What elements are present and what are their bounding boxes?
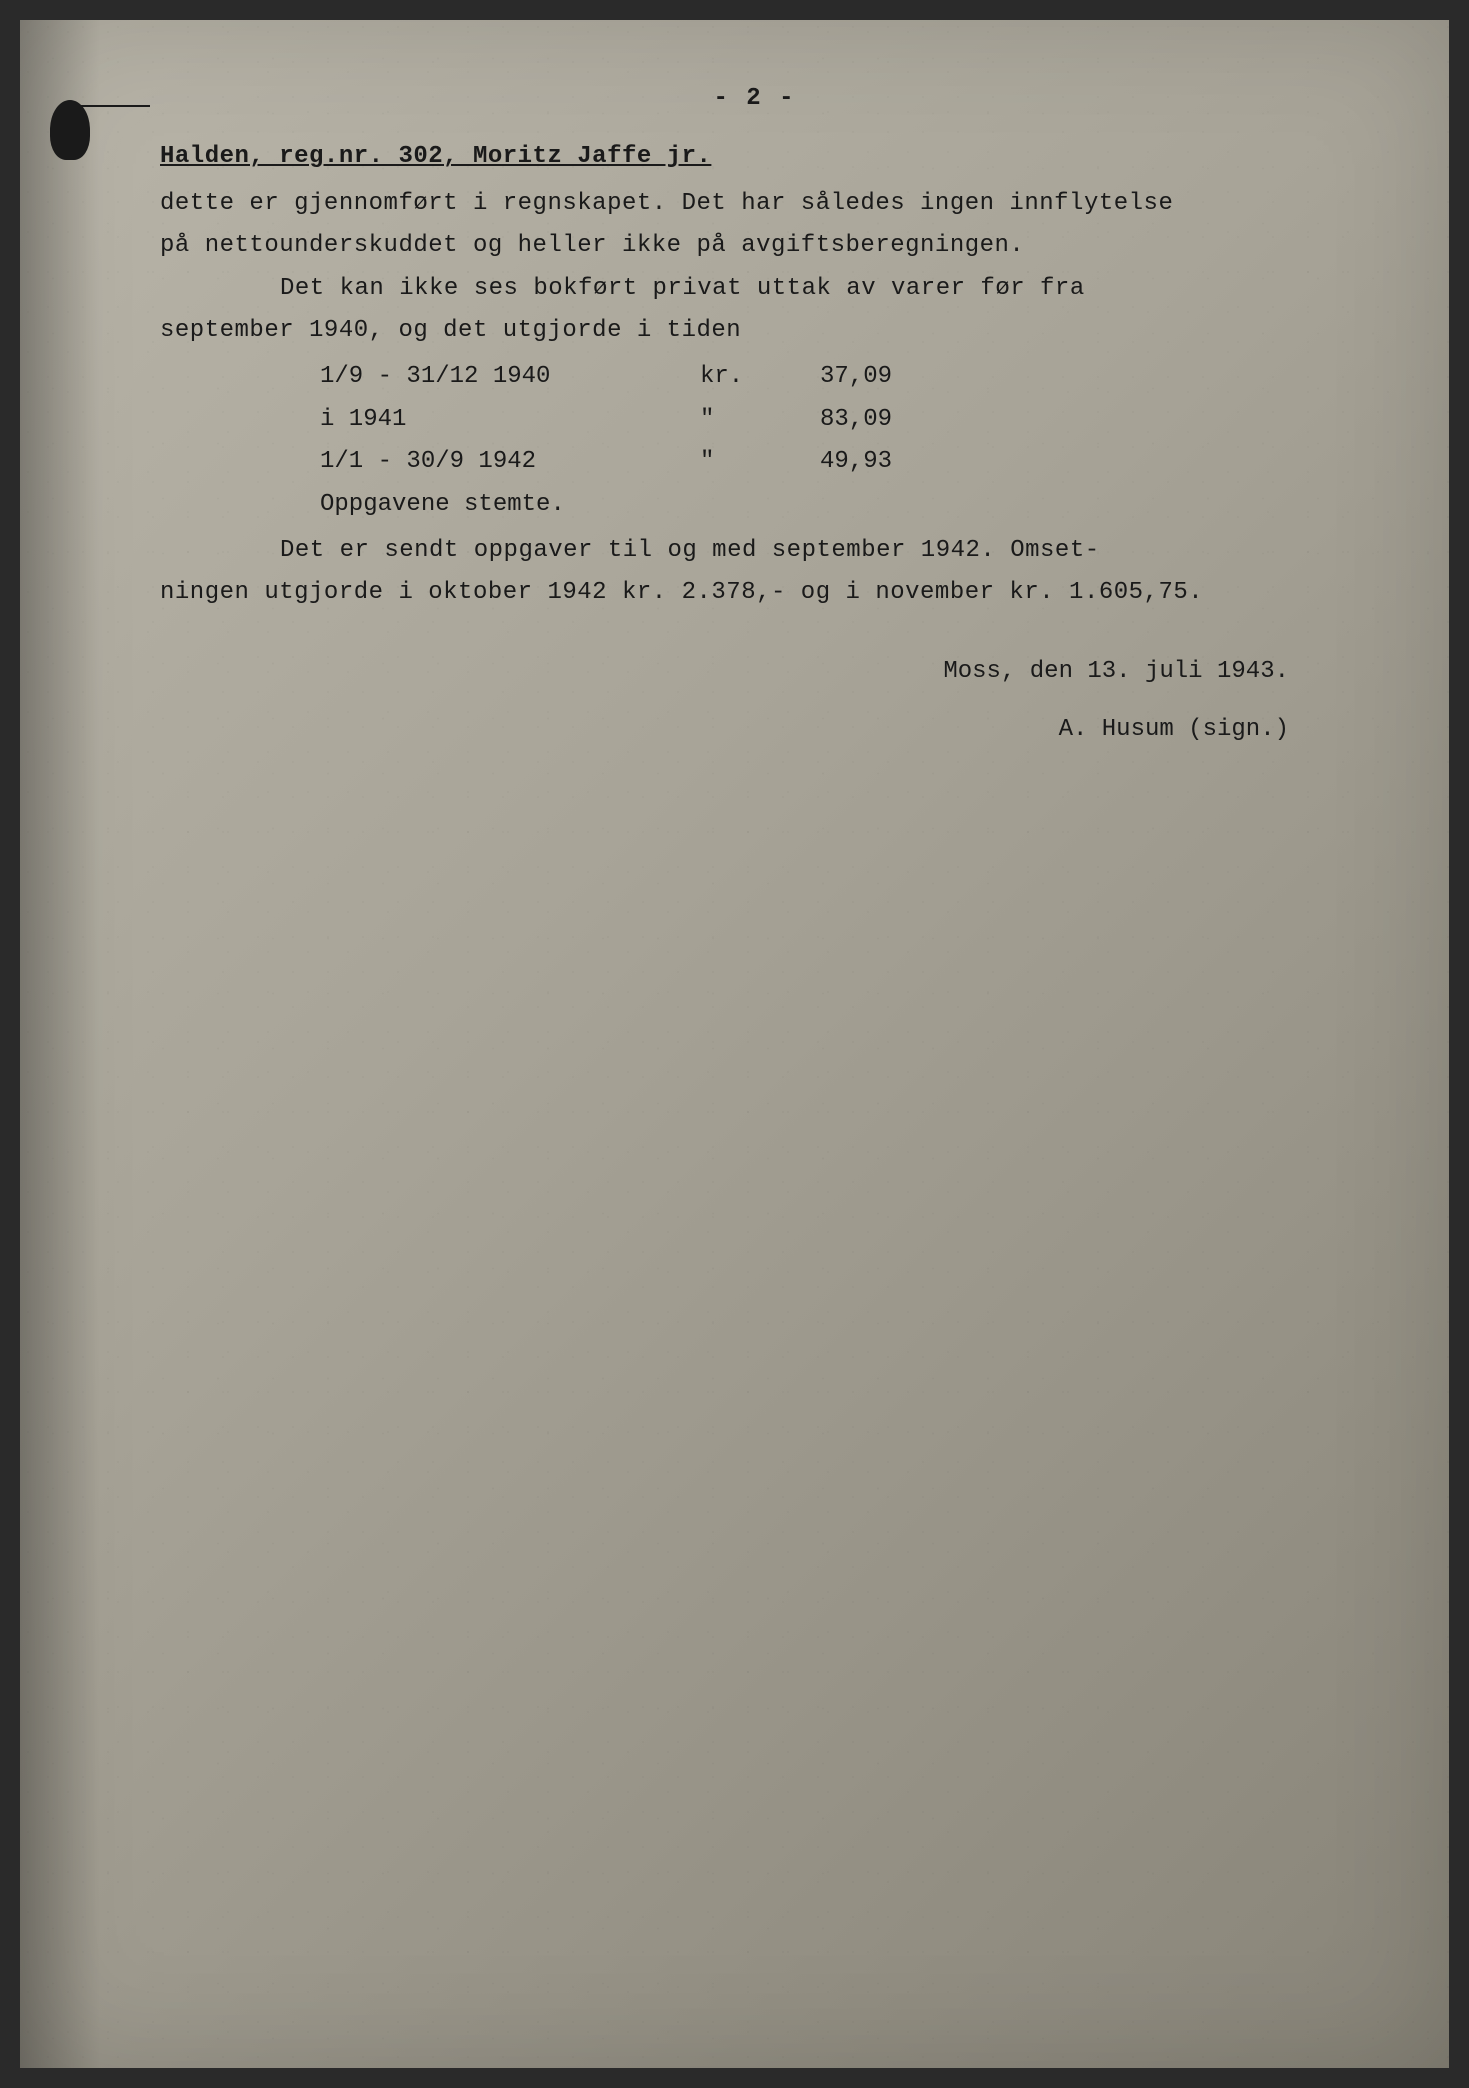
- signature-name: A. Husum (sign.): [160, 711, 1289, 749]
- unit-cell: ": [700, 443, 820, 481]
- table-footer: Oppgavene stemte.: [320, 486, 1349, 524]
- document-page: - 2 - Halden, reg.nr. 302, Moritz Jaffe …: [20, 20, 1449, 2068]
- period-cell: 1/1 - 30/9 1942: [320, 443, 700, 481]
- signature-date: Moss, den 13. juli 1943.: [160, 653, 1289, 691]
- table-row: 1/9 - 31/12 1940 kr. 37,09: [320, 358, 1349, 396]
- binding-line: [70, 105, 150, 107]
- page-number: - 2 -: [160, 80, 1349, 118]
- document-header: Halden, reg.nr. 302, Moritz Jaffe jr.: [160, 138, 1349, 176]
- paragraph-1-line-2: på nettounderskuddet og heller ikke på a…: [160, 227, 1349, 265]
- value-cell: 49,93: [820, 443, 960, 481]
- paragraph-1-line-1: dette er gjennomført i regnskapet. Det h…: [160, 185, 1349, 223]
- period-cell: i 1941: [320, 401, 700, 439]
- value-cell: 37,09: [820, 358, 960, 396]
- unit-cell: ": [700, 401, 820, 439]
- table-row: 1/1 - 30/9 1942 " 49,93: [320, 443, 1349, 481]
- amounts-table: 1/9 - 31/12 1940 kr. 37,09 i 1941 " 83,0…: [320, 358, 1349, 524]
- value-cell: 83,09: [820, 401, 960, 439]
- period-cell: 1/9 - 31/12 1940: [320, 358, 700, 396]
- paragraph-3-line-1: Det er sendt oppgaver til og med septemb…: [160, 532, 1349, 570]
- signature-block: Moss, den 13. juli 1943. A. Husum (sign.…: [160, 653, 1349, 750]
- table-row: i 1941 " 83,09: [320, 401, 1349, 439]
- paragraph-2-line-1: Det kan ikke ses bokført privat uttak av…: [160, 270, 1349, 308]
- paragraph-3-line-2: ningen utgjorde i oktober 1942 kr. 2.378…: [160, 574, 1349, 612]
- binding-mark: [50, 100, 90, 160]
- unit-cell: kr.: [700, 358, 820, 396]
- paragraph-2-line-2: september 1940, og det utgjorde i tiden: [160, 312, 1349, 350]
